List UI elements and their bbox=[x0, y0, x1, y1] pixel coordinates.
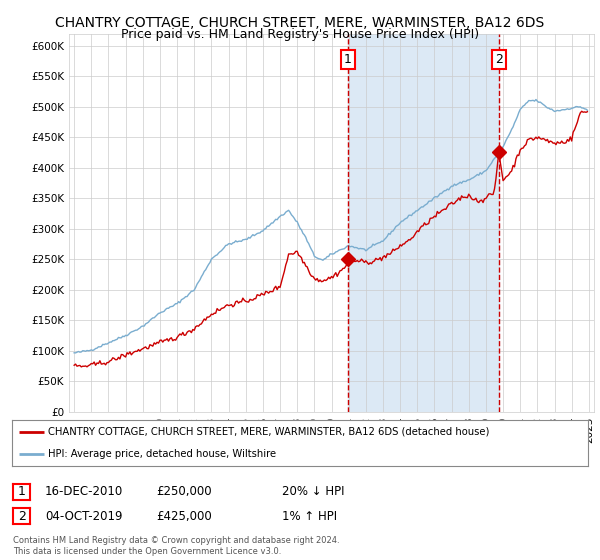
Text: 16-DEC-2010: 16-DEC-2010 bbox=[45, 485, 123, 498]
Text: HPI: Average price, detached house, Wiltshire: HPI: Average price, detached house, Wilt… bbox=[48, 449, 277, 459]
Text: Price paid vs. HM Land Registry's House Price Index (HPI): Price paid vs. HM Land Registry's House … bbox=[121, 28, 479, 41]
Bar bbox=[348, 34, 499, 412]
Text: £250,000: £250,000 bbox=[156, 485, 212, 498]
Text: 2: 2 bbox=[17, 510, 26, 523]
Text: Contains HM Land Registry data © Crown copyright and database right 2024.
This d: Contains HM Land Registry data © Crown c… bbox=[13, 536, 340, 556]
Text: CHANTRY COTTAGE, CHURCH STREET, MERE, WARMINSTER, BA12 6DS (detached house): CHANTRY COTTAGE, CHURCH STREET, MERE, WA… bbox=[48, 427, 490, 437]
Text: 1: 1 bbox=[17, 485, 26, 498]
Text: 1% ↑ HPI: 1% ↑ HPI bbox=[282, 510, 337, 523]
Text: 2: 2 bbox=[495, 53, 503, 66]
Text: 20% ↓ HPI: 20% ↓ HPI bbox=[282, 485, 344, 498]
Text: CHANTRY COTTAGE, CHURCH STREET, MERE, WARMINSTER, BA12 6DS: CHANTRY COTTAGE, CHURCH STREET, MERE, WA… bbox=[55, 16, 545, 30]
Text: £425,000: £425,000 bbox=[156, 510, 212, 523]
Text: 04-OCT-2019: 04-OCT-2019 bbox=[45, 510, 122, 523]
Text: 1: 1 bbox=[344, 53, 352, 66]
